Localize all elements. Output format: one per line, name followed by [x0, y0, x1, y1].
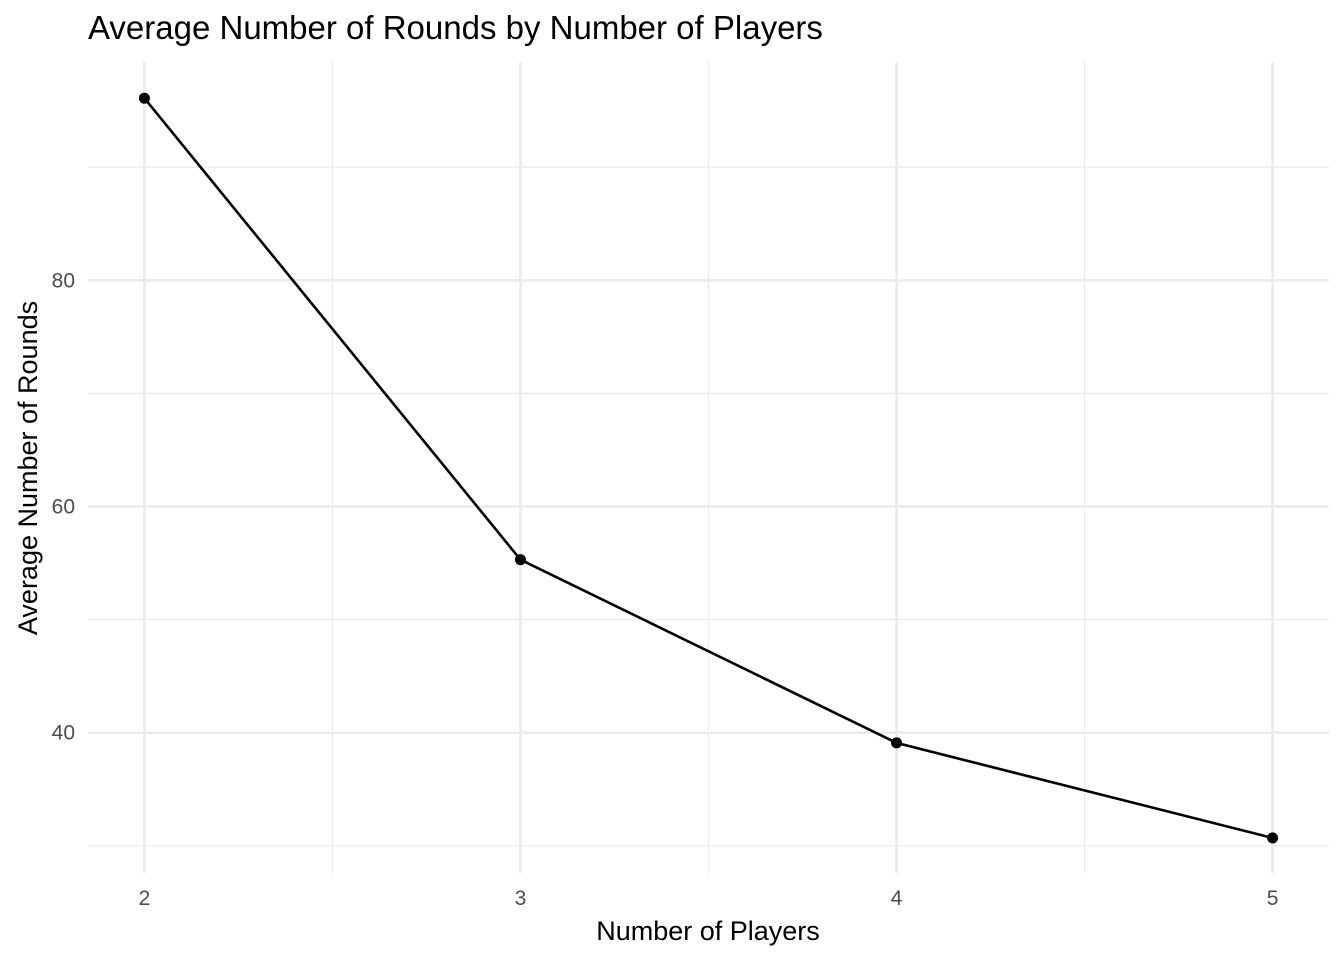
y-tick-label: 40	[52, 722, 75, 745]
y-axis-title: Average Number of Rounds	[13, 301, 43, 635]
x-tick-label: 4	[891, 887, 903, 910]
x-tick-label: 5	[1267, 887, 1279, 910]
data-point	[514, 554, 526, 566]
data-point	[891, 737, 903, 749]
y-tick-label: 60	[52, 496, 75, 519]
x-tick-label: 2	[139, 887, 151, 910]
series-layer	[138, 92, 1279, 844]
minor-gridlines	[88, 62, 1329, 873]
y-tick-label: 80	[52, 269, 75, 292]
data-point	[138, 92, 150, 104]
data-point	[1267, 832, 1279, 844]
y-axis-ticks: 40 60 80	[52, 269, 75, 744]
x-axis-title: Number of Players	[596, 916, 820, 946]
series-line	[143, 97, 1273, 840]
x-axis-ticks: 2 3 4 5	[139, 887, 1279, 910]
chart-title: Average Number of Rounds by Number of Pl…	[88, 9, 823, 46]
x-tick-label: 3	[515, 887, 527, 910]
